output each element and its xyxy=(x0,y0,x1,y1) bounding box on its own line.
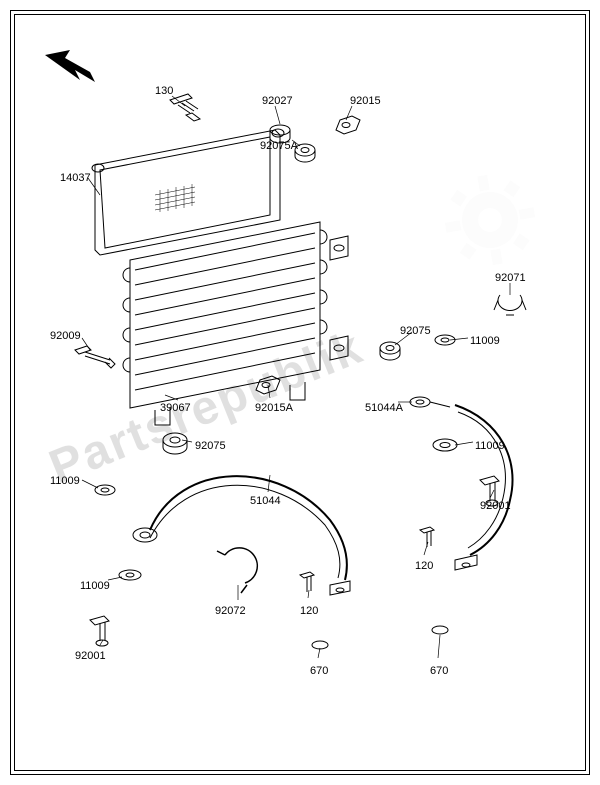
callout-92075-r: 92075 xyxy=(400,325,431,337)
part-clamp-92071 xyxy=(494,295,526,315)
part-bolt-120-r xyxy=(420,527,434,547)
callout-92075a: 92075A xyxy=(260,140,298,152)
part-oring-670-l xyxy=(312,641,328,649)
callout-14037: 14037 xyxy=(60,172,91,184)
callout-39067: 39067 xyxy=(160,402,191,414)
callout-92075-b: 92075 xyxy=(195,440,226,452)
part-oil-cooler-39067 xyxy=(123,222,348,425)
part-grommet-92075a xyxy=(295,144,315,162)
part-bolt-92009 xyxy=(75,346,115,368)
watermark-gear-icon xyxy=(426,156,553,283)
callout-11009-b: 11009 xyxy=(50,475,80,487)
callout-92027: 92027 xyxy=(262,95,293,107)
part-washer-11009-c xyxy=(433,439,457,451)
callout-92015a: 92015A xyxy=(255,402,293,414)
callout-51044: 51044 xyxy=(250,495,281,507)
part-tube-right xyxy=(455,405,513,570)
callout-120-r: 120 xyxy=(415,560,433,572)
diagram-svg xyxy=(0,0,600,785)
part-grommet-92075-r xyxy=(380,342,400,360)
part-screen-14037 xyxy=(92,129,284,255)
callout-92001-r: 92001 xyxy=(480,500,511,512)
part-bolt-92001-l xyxy=(90,616,109,646)
callout-92001-l: 92001 xyxy=(75,650,106,662)
part-washer-11009-b xyxy=(95,485,115,495)
part-nut-92015 xyxy=(336,116,360,134)
callout-92009: 92009 xyxy=(50,330,81,342)
callout-11009-a: 11009 xyxy=(470,335,500,347)
orientation-arrow xyxy=(45,50,95,82)
callout-51044a: 51044A xyxy=(365,402,403,414)
callout-11009-c: 11009 xyxy=(475,440,505,452)
part-oring-670-r xyxy=(432,626,448,634)
part-banjo-51044a xyxy=(410,397,450,407)
part-clip-92072 xyxy=(217,548,257,593)
callout-92015: 92015 xyxy=(350,95,381,107)
callout-670-l: 670 xyxy=(310,665,328,677)
callout-120-l: 120 xyxy=(300,605,318,617)
callout-670-r: 670 xyxy=(430,665,448,677)
callout-11009-d: 11009 xyxy=(80,580,110,592)
part-washer-11009-d xyxy=(119,570,141,580)
part-tube-51044 xyxy=(133,476,350,595)
part-grommet-92075-b xyxy=(163,433,187,454)
callout-130: 130 xyxy=(155,85,173,97)
part-bolt-120-l xyxy=(300,572,314,592)
callout-92072: 92072 xyxy=(215,605,246,617)
